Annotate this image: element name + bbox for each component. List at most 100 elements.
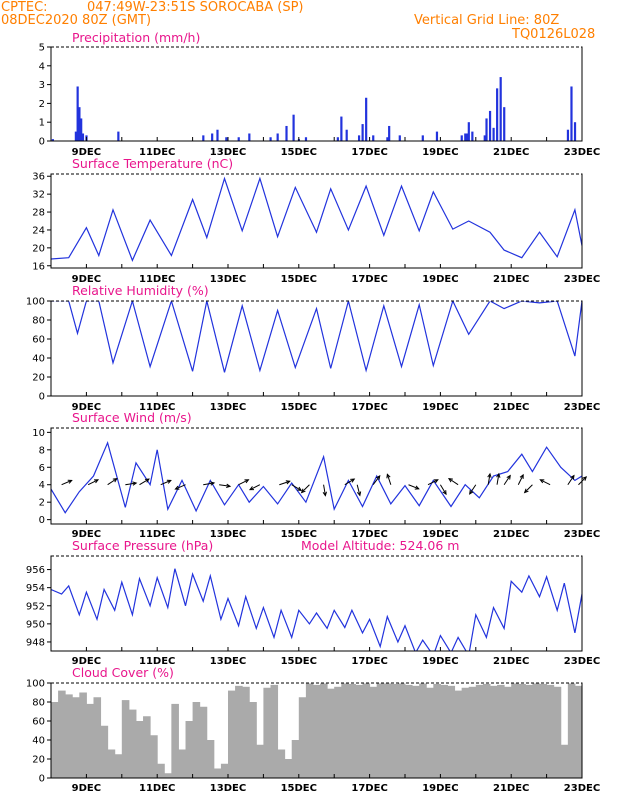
cloud-bar: [582, 688, 590, 778]
cloud-ytick-label: 0: [39, 774, 45, 785]
cloud-xtick-label: 17DEC: [351, 783, 387, 794]
precipitation-bar: [503, 107, 506, 141]
wind-arrow: [61, 479, 72, 486]
temperature-xtick-label: 11DEC: [139, 274, 175, 285]
cloud-bar: [277, 749, 286, 778]
wind-arrow: [279, 480, 290, 486]
cloud-bar: [100, 725, 109, 778]
pressure-xtick-label: 11DEC: [139, 656, 175, 667]
precipitation-xtick-label: 11DEC: [139, 147, 175, 158]
wind-ytick-label: 0: [39, 515, 45, 526]
cloud-bar: [447, 685, 456, 778]
precipitation-bar: [81, 133, 85, 141]
precipitation-bar: [248, 133, 251, 141]
wind-arrow-head: [285, 480, 291, 485]
wind-arrow-head: [582, 476, 588, 481]
pressure-annotation: Model Altitude: 524.06 m: [301, 538, 459, 553]
temperature-frame: [50, 173, 583, 269]
precipitation-ytick-label: 4: [39, 61, 45, 72]
cloud-bar: [405, 684, 413, 778]
cloud-bar: [228, 690, 236, 778]
temperature-ytick-label: 28: [32, 208, 45, 219]
precipitation-title: Precipitation (mm/h): [72, 30, 200, 45]
wind-arrow-head: [506, 474, 511, 480]
wind-arrow: [386, 474, 392, 485]
precipitation-bar: [237, 137, 240, 141]
precipitation-ytick-label: 5: [39, 43, 45, 54]
cloud-bar: [249, 702, 257, 778]
temperature-plot: [51, 176, 582, 262]
header-code: TQ0126L028: [512, 27, 596, 42]
cloud-bar: [157, 763, 165, 778]
cloud-bar: [341, 683, 349, 778]
precipitation-xtick-label: 9DEC: [72, 147, 101, 158]
cloud-bar: [178, 749, 187, 778]
humidity-frame: [50, 300, 583, 397]
pressure-plot: [51, 568, 582, 651]
cloud-bar: [539, 683, 548, 778]
precipitation-bar: [345, 129, 348, 141]
wind-arrow: [448, 478, 459, 486]
precipitation-bar: [304, 137, 308, 141]
precipitation-bar: [269, 137, 272, 141]
temperature-ytick-label: 24: [32, 225, 45, 236]
humidity-ytick-label: 100: [26, 297, 45, 308]
temperature-ytick-label: 20: [32, 243, 45, 254]
humidity-title: Relative Humidity (%): [72, 283, 209, 298]
cloud-bar: [199, 706, 208, 778]
cloud-bar: [185, 721, 194, 778]
cloud-xtick-label: 13DEC: [210, 783, 246, 794]
wind-ytick-label: 10: [32, 428, 45, 439]
precipitation-ytick-label: 0: [39, 137, 45, 148]
cloud-bar: [383, 683, 392, 778]
cloud-bar: [440, 684, 448, 778]
precipitation-bar: [357, 135, 361, 141]
wind-arrow-head: [297, 486, 303, 491]
humidity-xtick-label: 11DEC: [139, 402, 175, 413]
cloud-bar: [150, 735, 158, 778]
humidity-xtick-label: 9DEC: [72, 402, 101, 413]
cloud-title: Cloud Cover (%): [72, 665, 174, 680]
wind-arrow-head: [94, 479, 100, 484]
temperature-xtick-label: 21DEC: [493, 274, 529, 285]
cloud-bar: [51, 702, 59, 778]
precipitation-bar: [460, 135, 463, 141]
header-grid-line: Vertical Grid Line: 80Z: [414, 13, 560, 28]
cloud-bar: [320, 683, 328, 778]
cloud-bar: [433, 683, 441, 778]
wind-arrow-head: [487, 472, 492, 478]
wind-arrow: [291, 484, 302, 491]
wind-arrow: [87, 479, 99, 486]
cloud-bar: [305, 683, 314, 778]
wind-arrow: [496, 473, 500, 485]
wind-ytick-label: 6: [39, 463, 45, 474]
precipitation-xtick-label: 17DEC: [351, 147, 387, 158]
wind-ytick-label: 4: [39, 480, 45, 491]
cloud-bar: [482, 683, 491, 778]
precipitation-bar: [398, 135, 401, 141]
wind-arrow-head: [112, 477, 118, 483]
humidity-xtick-label: 19DEC: [422, 402, 458, 413]
cloud-bar: [291, 740, 300, 778]
cloud-bar: [574, 685, 582, 778]
cloud-bar: [348, 683, 356, 778]
wind-arrow: [344, 478, 355, 486]
wind-arrow: [356, 484, 361, 496]
cloud-bar: [525, 684, 533, 778]
cloud-bar: [426, 687, 434, 778]
precipitation-bar: [276, 133, 279, 141]
precipitation-bar: [464, 133, 467, 141]
cloud-bar: [511, 683, 519, 778]
wind-arrow-head: [496, 472, 501, 478]
wind-arrow-head: [570, 474, 575, 480]
precipitation-bar: [340, 116, 343, 141]
cloud-bar: [58, 690, 66, 778]
wind-arrow: [238, 479, 249, 486]
cloud-bar: [362, 683, 371, 778]
wind-arrow-head: [244, 479, 250, 484]
cloud-bar: [412, 685, 420, 778]
cloud-bar: [475, 684, 484, 778]
cloud-bar: [560, 744, 569, 778]
precipitation-bar: [74, 131, 77, 141]
cloud-bar: [376, 683, 385, 778]
